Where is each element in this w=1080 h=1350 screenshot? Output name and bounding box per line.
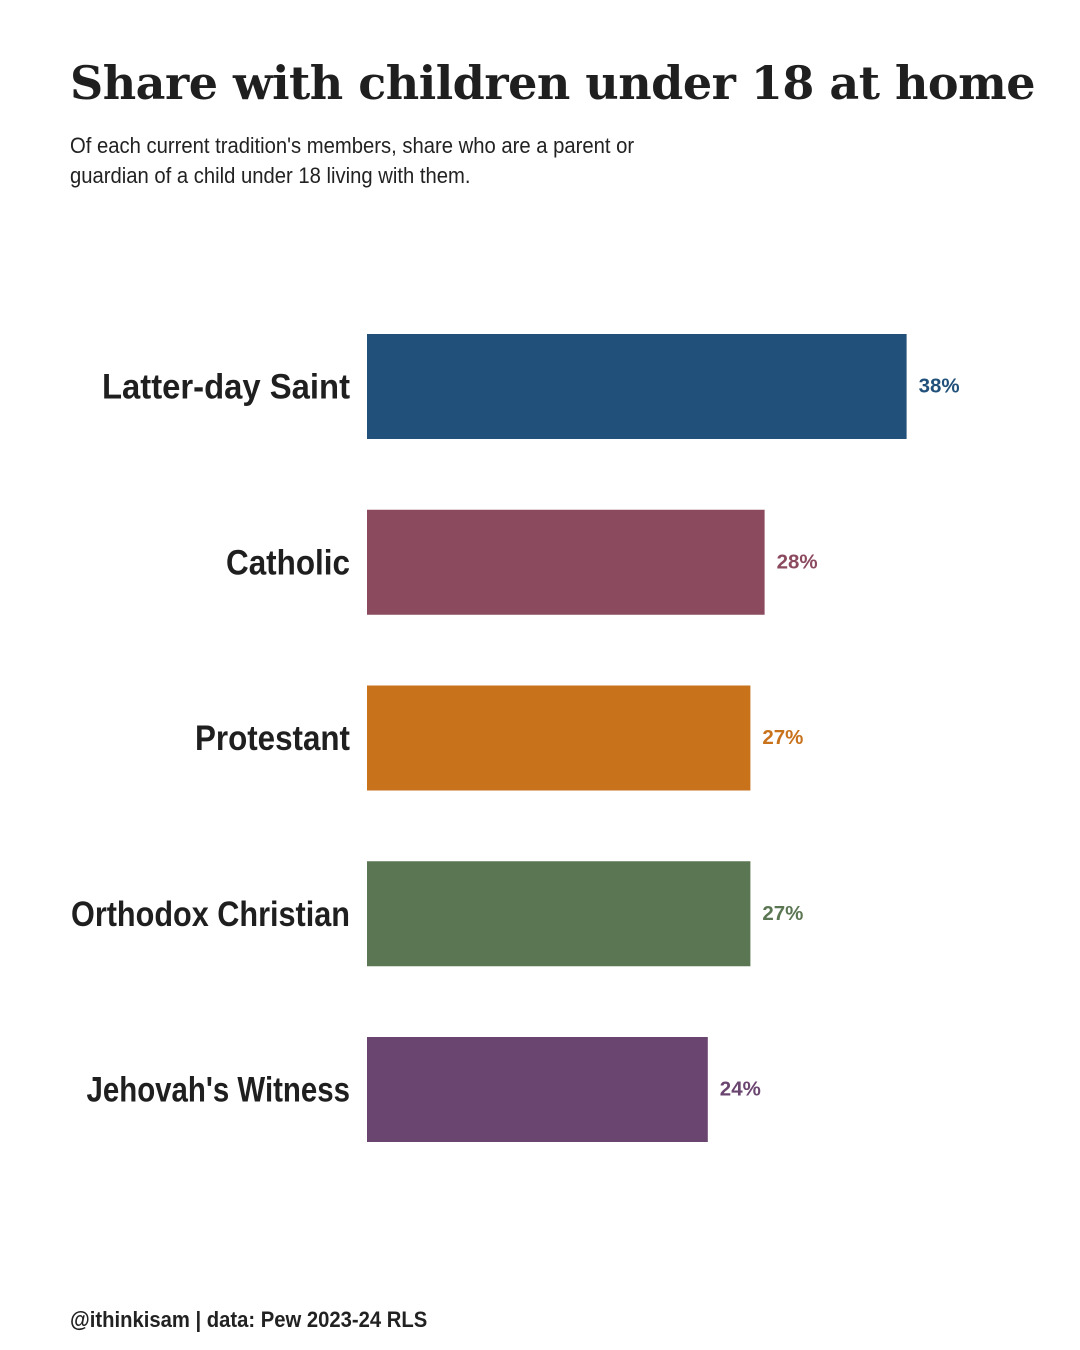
data-label: 24% xyxy=(720,1079,761,1101)
bar xyxy=(367,509,765,615)
bar xyxy=(367,1037,708,1142)
category-label: Jehovah's Witness xyxy=(87,1071,351,1110)
chart-subtitle: Of each current tradition's members, sha… xyxy=(70,133,635,188)
category-label: Latter-day Saint xyxy=(102,368,350,407)
category-label: Catholic xyxy=(226,543,350,582)
category-label: Protestant xyxy=(195,719,350,758)
data-label: 38% xyxy=(919,376,960,398)
data-label: 28% xyxy=(777,551,818,573)
data-label: 27% xyxy=(762,903,803,925)
chart-title: Share with children under 18 at home xyxy=(70,56,1036,110)
bar xyxy=(367,334,907,439)
bar xyxy=(367,861,751,967)
data-label: 27% xyxy=(762,727,803,749)
category-label: Orthodox Christian xyxy=(71,895,350,934)
source-credit: @ithinkisam | data: Pew 2023-24 RLS xyxy=(70,1307,428,1332)
bar xyxy=(367,685,751,791)
bars-layer: Latter-day Saint 38% Catholic 28% Protestant… xyxy=(71,334,960,1142)
